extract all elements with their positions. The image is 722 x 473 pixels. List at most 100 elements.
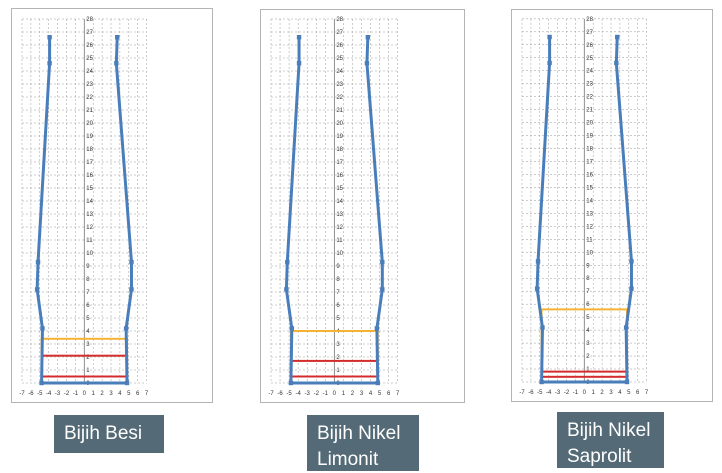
chart-limonit: 0123456789101112131415161718192021222324… <box>268 17 400 397</box>
profile-point <box>284 287 289 292</box>
y-tick-label: 3 <box>86 342 90 348</box>
y-tick-label: 3 <box>336 342 340 348</box>
y-tick-label: 5 <box>86 316 90 322</box>
y-tick-label: 1 <box>336 368 340 374</box>
y-tick-label: 12 <box>336 225 343 231</box>
y-tick-label: 24 <box>586 69 593 75</box>
profile-point <box>289 326 295 331</box>
y-tick-label: 13 <box>86 212 93 218</box>
x-tick-label: 2 <box>100 391 104 397</box>
y-tick-label: 26 <box>586 43 593 49</box>
y-tick-label: 11 <box>586 237 593 243</box>
x-tick-label: -3 <box>555 390 561 396</box>
profile-point <box>615 34 620 40</box>
y-tick-label: 20 <box>86 121 93 127</box>
y-tick-label: 17 <box>336 160 343 166</box>
y-tick-label: 1 <box>86 368 90 374</box>
x-tick-label: -2 <box>564 390 570 396</box>
profile-point <box>34 287 40 292</box>
y-tick-label: 18 <box>586 147 593 153</box>
profile-point <box>47 35 52 40</box>
y-tick-label: 16 <box>586 172 593 178</box>
profile-point <box>40 326 45 331</box>
x-tick-label: -5 <box>286 391 292 397</box>
x-tick-label: 4 <box>118 391 122 397</box>
y-tick-label: 21 <box>336 108 343 114</box>
x-tick-label: -3 <box>305 391 311 397</box>
y-tick-label: 10 <box>86 251 93 257</box>
y-tick-label: 10 <box>586 250 593 256</box>
profile-point <box>547 60 552 66</box>
profile-point <box>380 287 385 292</box>
y-tick-label: 28 <box>586 17 593 23</box>
profile-point <box>285 259 290 265</box>
y-tick-label: 9 <box>86 264 90 270</box>
profile-point <box>629 259 634 264</box>
y-tick-label: 3 <box>586 341 590 347</box>
x-tick-label: -4 <box>546 390 552 396</box>
y-tick-label: 20 <box>336 121 343 127</box>
y-tick-label: 24 <box>336 69 343 75</box>
profile-point <box>623 325 629 330</box>
profile-point <box>115 35 120 40</box>
profile-point <box>375 380 380 386</box>
x-tick-label: -7 <box>519 390 525 396</box>
y-tick-label: 5 <box>336 316 340 322</box>
x-tick-label: 1 <box>592 390 596 396</box>
y-tick-label: 2 <box>86 355 90 361</box>
x-tick-label: 7 <box>145 391 149 397</box>
y-tick-label: 17 <box>86 160 93 166</box>
x-tick-label: 5 <box>127 391 131 397</box>
y-tick-label: 4 <box>586 328 590 334</box>
x-tick-label: 2 <box>600 390 604 396</box>
x-tick-label: 3 <box>109 391 113 397</box>
y-tick-label: 23 <box>586 82 593 88</box>
x-tick-label: -2 <box>314 391 320 397</box>
x-tick-label: 3 <box>609 390 613 396</box>
y-tick-label: 25 <box>86 56 93 62</box>
y-tick-label: 16 <box>336 173 343 179</box>
profile-point <box>624 379 630 385</box>
y-tick-label: 4 <box>86 329 90 335</box>
profile-line <box>284 37 384 385</box>
y-tick-label: 23 <box>86 82 93 88</box>
y-tick-label: 12 <box>586 224 593 230</box>
y-tick-label: 21 <box>86 108 93 114</box>
profile-point <box>35 259 41 265</box>
y-tick-label: 22 <box>586 95 593 101</box>
y-tick-label: 18 <box>86 147 93 153</box>
y-tick-label: 11 <box>336 238 343 244</box>
y-tick-label: 7 <box>586 289 590 295</box>
x-tick-label: -1 <box>323 391 329 397</box>
profile-line <box>535 36 633 384</box>
y-tick-label: 19 <box>336 134 343 140</box>
profile-point <box>129 287 134 292</box>
y-tick-label: 15 <box>586 185 593 191</box>
y-tick-label: 27 <box>586 30 593 36</box>
x-tick-label: -4 <box>295 391 301 397</box>
x-tick-label: -1 <box>573 390 579 396</box>
profile-line <box>35 37 133 385</box>
y-tick-label: 24 <box>86 69 93 75</box>
y-tick-label: 6 <box>86 303 90 309</box>
y-tick-label: 1 <box>586 367 590 373</box>
y-tick-label: 26 <box>86 43 93 49</box>
y-tick-label: 27 <box>86 30 93 36</box>
y-tick-label: 18 <box>336 147 343 153</box>
y-tick-label: 8 <box>336 277 340 283</box>
x-tick-label: 1 <box>92 391 96 397</box>
y-tick-label: 15 <box>336 186 343 192</box>
y-tick-label: 7 <box>336 290 340 296</box>
y-tick-label: 9 <box>586 263 590 269</box>
profile-point <box>123 326 129 331</box>
profile-point <box>124 380 130 386</box>
x-tick-label: -6 <box>528 390 534 396</box>
x-tick-label: 0 <box>333 391 337 397</box>
chart-saprolit: 0123456789101112131415161718192021222324… <box>519 17 649 396</box>
y-tick-label: 25 <box>336 56 343 62</box>
y-tick-label: 14 <box>86 199 93 205</box>
chart-panel-limonit: 0 1 2 3 4 5 6 7 8 9 10 11 12 13 14 15 16 17 18 19 20 21 22 23 24… <box>260 9 465 403</box>
y-tick-label: 2 <box>586 354 590 360</box>
y-tick-label: 5 <box>586 315 590 321</box>
y-tick-label: 6 <box>336 303 340 309</box>
